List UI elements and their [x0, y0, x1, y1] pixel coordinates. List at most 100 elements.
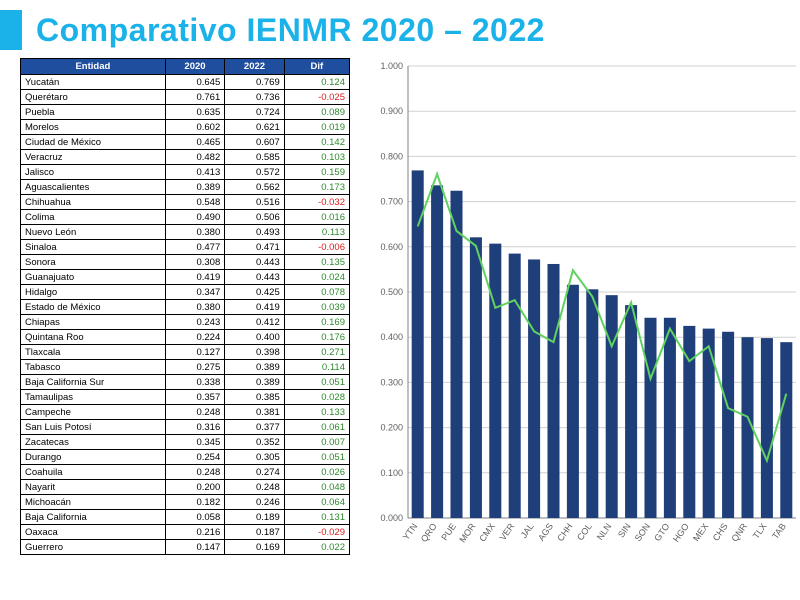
- table-cell: 0.274: [225, 465, 285, 480]
- table-cell: 0.635: [165, 105, 225, 120]
- table-cell: 0.246: [225, 495, 285, 510]
- table-row: Tlaxcala0.1270.3980.271: [21, 345, 350, 360]
- table-cell: 0.400: [225, 330, 285, 345]
- table-cell: 0.131: [284, 510, 349, 525]
- table-row: Nuevo León0.3800.4930.113: [21, 225, 350, 240]
- svg-text:GTO: GTO: [652, 521, 671, 543]
- svg-text:0.500: 0.500: [380, 287, 403, 297]
- svg-text:MOR: MOR: [457, 521, 478, 544]
- table-cell: 0.482: [165, 150, 225, 165]
- table-cell: 0.064: [284, 495, 349, 510]
- table-cell: 0.769: [225, 75, 285, 90]
- table-cell: 0.724: [225, 105, 285, 120]
- table-cell: 0.133: [284, 405, 349, 420]
- table-cell: Oaxaca: [21, 525, 166, 540]
- table-cell: 0.305: [225, 450, 285, 465]
- table-cell: Estado de México: [21, 300, 166, 315]
- table-cell: 0.572: [225, 165, 285, 180]
- table-row: Hidalgo0.3470.4250.078: [21, 285, 350, 300]
- table-cell: 0.736: [225, 90, 285, 105]
- table-cell: 0.254: [165, 450, 225, 465]
- table-cell: 0.173: [284, 180, 349, 195]
- table-cell: 0.493: [225, 225, 285, 240]
- table-cell: Nayarit: [21, 480, 166, 495]
- table-cell: 0.389: [165, 180, 225, 195]
- svg-text:0.700: 0.700: [380, 197, 403, 207]
- table-cell: 0.380: [165, 300, 225, 315]
- table-cell: 0.562: [225, 180, 285, 195]
- table-cell: 0.243: [165, 315, 225, 330]
- table-cell: 0.377: [225, 420, 285, 435]
- table-cell: -0.032: [284, 195, 349, 210]
- table-cell: Michoacán: [21, 495, 166, 510]
- table-cell: San Luis Potosí: [21, 420, 166, 435]
- table-cell: 0.347: [165, 285, 225, 300]
- table-row: Nayarit0.2000.2480.048: [21, 480, 350, 495]
- table-cell: 0.135: [284, 255, 349, 270]
- table-cell: -0.006: [284, 240, 349, 255]
- table-row: Morelos0.6020.6210.019: [21, 120, 350, 135]
- table-cell: 0.019: [284, 120, 349, 135]
- svg-text:TAB: TAB: [770, 521, 788, 541]
- table-cell: Colima: [21, 210, 166, 225]
- table-cell: 0.621: [225, 120, 285, 135]
- table-row: Michoacán0.1820.2460.064: [21, 495, 350, 510]
- table-row: Durango0.2540.3050.051: [21, 450, 350, 465]
- svg-text:TLX: TLX: [751, 521, 769, 540]
- table-cell: 0.142: [284, 135, 349, 150]
- table-cell: Guanajuato: [21, 270, 166, 285]
- table-row: Guerrero0.1470.1690.022: [21, 540, 350, 555]
- table-cell: 0.443: [225, 270, 285, 285]
- table-cell: 0.516: [225, 195, 285, 210]
- svg-text:VER: VER: [498, 521, 517, 542]
- table-cell: Tamaulipas: [21, 390, 166, 405]
- table-row: Aguascalientes0.3890.5620.173: [21, 180, 350, 195]
- table-row: Colima0.4900.5060.016: [21, 210, 350, 225]
- svg-text:CMX: CMX: [477, 521, 497, 543]
- svg-text:CHS: CHS: [711, 521, 730, 542]
- table-cell: 0.308: [165, 255, 225, 270]
- table-cell: 0.419: [225, 300, 285, 315]
- table-cell: 0.465: [165, 135, 225, 150]
- svg-text:QRO: QRO: [419, 521, 439, 544]
- table-cell: 0.159: [284, 165, 349, 180]
- table-cell: 0.051: [284, 375, 349, 390]
- table-cell: 0.607: [225, 135, 285, 150]
- table-cell: 0.490: [165, 210, 225, 225]
- table-cell: 0.058: [165, 510, 225, 525]
- svg-text:PUE: PUE: [439, 521, 458, 542]
- table-cell: 0.398: [225, 345, 285, 360]
- table-cell: Puebla: [21, 105, 166, 120]
- table-cell: Nuevo León: [21, 225, 166, 240]
- table-cell: 0.078: [284, 285, 349, 300]
- table-row: Sinaloa0.4770.471-0.006: [21, 240, 350, 255]
- table-row: Coahuila0.2480.2740.026: [21, 465, 350, 480]
- svg-text:CHH: CHH: [555, 521, 574, 543]
- table-row: Sonora0.3080.4430.135: [21, 255, 350, 270]
- table-cell: Durango: [21, 450, 166, 465]
- svg-text:NLN: NLN: [595, 521, 614, 541]
- table-cell: 0.548: [165, 195, 225, 210]
- table-row: Tamaulipas0.3570.3850.028: [21, 390, 350, 405]
- table-row: Yucatán0.6450.7690.124: [21, 75, 350, 90]
- table-cell: 0.389: [225, 360, 285, 375]
- table-cell: 0.200: [165, 480, 225, 495]
- svg-text:0.000: 0.000: [380, 513, 403, 523]
- table-row: Zacatecas0.3450.3520.007: [21, 435, 350, 450]
- table-cell: 0.471: [225, 240, 285, 255]
- table-cell: 0.187: [225, 525, 285, 540]
- table-cell: 0.216: [165, 525, 225, 540]
- table-cell: Quintana Roo: [21, 330, 166, 345]
- svg-text:0.200: 0.200: [380, 423, 403, 433]
- table-cell: 0.761: [165, 90, 225, 105]
- table-cell: Hidalgo: [21, 285, 166, 300]
- table-cell: 0.248: [225, 480, 285, 495]
- table-row: Campeche0.2480.3810.133: [21, 405, 350, 420]
- table-cell: 0.169: [225, 540, 285, 555]
- table-row: Veracruz0.4820.5850.103: [21, 150, 350, 165]
- table-cell: 0.389: [225, 375, 285, 390]
- table-cell: 0.147: [165, 540, 225, 555]
- table-cell: Sonora: [21, 255, 166, 270]
- table-cell: 0.103: [284, 150, 349, 165]
- page-title: Comparativo IENMR 2020 – 2022: [36, 12, 545, 49]
